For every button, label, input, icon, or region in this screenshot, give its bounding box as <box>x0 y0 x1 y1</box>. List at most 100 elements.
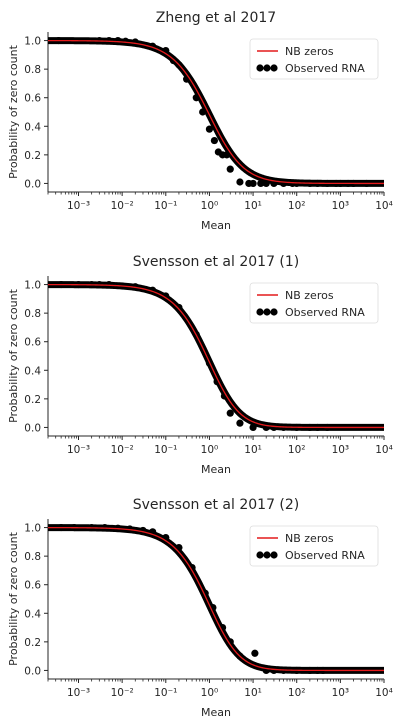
legend-marker-swatch <box>263 551 271 559</box>
observed-rna-point <box>131 38 139 46</box>
chart-panel-2: Svensson et al 2017 (1) Probability of ze… <box>7 254 393 476</box>
observed-rna-point <box>262 179 270 188</box>
x-axis-label: Mean <box>201 219 231 232</box>
observed-rna-point <box>226 165 234 173</box>
legend-label-nb-zeros: NB zeros <box>285 532 334 545</box>
legend: NB zeros Observed RNA <box>249 38 379 80</box>
observed-rna-point <box>270 666 278 675</box>
legend-marker-swatch <box>270 64 278 72</box>
x-tick-label: 10¹ <box>244 200 262 212</box>
x-tick-label: 10⁴ <box>375 444 393 456</box>
observed-rna-point <box>114 36 122 45</box>
y-tick-label: 1.0 <box>24 523 41 535</box>
x-tick-label: 10¹ <box>244 444 262 456</box>
y-tick-label: 0.0 <box>24 665 41 677</box>
observed-rna-point <box>257 179 265 188</box>
chart-panel-3: Svensson et al 2017 (2) Probability of ze… <box>7 497 393 719</box>
observed-rna-point <box>188 563 196 572</box>
y-tick-label: 0.6 <box>24 93 41 105</box>
observed-rna-point <box>249 423 257 432</box>
legend-marker-swatch <box>263 64 271 72</box>
chart-panel-1: Zheng et al 2017 Probability of zero coun… <box>7 10 393 232</box>
observed-rna-point <box>236 419 244 427</box>
x-tick-label: 10³ <box>332 687 350 699</box>
legend-box <box>249 525 379 567</box>
legend: NB zeros Observed RNA <box>249 525 379 567</box>
y-tick-label: 0.8 <box>24 308 41 320</box>
nb-zeros-line <box>48 283 384 429</box>
legend-marker-swatch <box>256 551 264 559</box>
observed-rna-point <box>183 75 191 83</box>
observed-rna-point <box>226 638 234 646</box>
y-tick-label: 0.6 <box>24 337 41 349</box>
y-tick-label: 0.0 <box>24 178 41 190</box>
legend-box <box>249 282 379 324</box>
y-tick-label: 0.2 <box>24 150 41 162</box>
observed-rna-point <box>226 409 234 417</box>
y-axis-label: Probability of zero count <box>7 288 20 423</box>
observed-rna-point <box>251 649 259 657</box>
nb-zeros-line <box>48 39 384 185</box>
observed-rna-point <box>131 283 139 291</box>
observed-rna-point <box>175 303 183 312</box>
observed-rna-point <box>279 179 288 188</box>
observed-rna-point <box>105 280 113 289</box>
observed-rna-point <box>162 292 170 300</box>
y-tick-label: 0.4 <box>24 121 41 133</box>
y-tick-label: 0.8 <box>24 551 41 563</box>
x-tick-label: 10⁰ <box>201 687 219 699</box>
x-tick-label: 10² <box>288 200 306 212</box>
y-tick-label: 0.2 <box>24 394 41 406</box>
x-tick-label: 10⁴ <box>375 200 393 212</box>
chart-title: Zheng et al 2017 <box>156 10 276 26</box>
observed-rna-point <box>169 56 178 65</box>
x-tick-label: 10⁻² <box>111 200 134 212</box>
y-tick-label: 0.0 <box>24 422 41 434</box>
observed-rna-point <box>192 94 200 102</box>
x-tick-label: 10⁻² <box>111 444 134 456</box>
x-tick-label: 10² <box>288 687 306 699</box>
legend-marker-swatch <box>256 308 264 316</box>
y-tick-label: 0.8 <box>24 64 41 76</box>
observed-rna-point <box>199 108 207 116</box>
y-axis-label: Probability of zero count <box>7 44 20 179</box>
x-tick-label: 10¹ <box>244 687 262 699</box>
legend-label-observed-rna: Observed RNA <box>285 549 365 562</box>
y-tick-label: 0.6 <box>24 580 41 592</box>
observed-rna-point <box>105 36 113 45</box>
x-tick-label: 10⁴ <box>375 687 393 699</box>
observed-rna-point <box>223 151 231 159</box>
x-tick-label: 10⁻³ <box>67 200 90 212</box>
observed-rna-point <box>126 525 134 533</box>
x-tick-label: 10⁻¹ <box>154 200 177 212</box>
observed-rna-point <box>122 37 130 45</box>
y-tick-label: 0.4 <box>24 608 41 620</box>
observed-rna-point <box>249 179 257 188</box>
nb-zeros-line <box>48 526 384 672</box>
x-tick-label: 10⁻² <box>111 687 134 699</box>
legend-label-nb-zeros: NB zeros <box>285 289 334 302</box>
legend: NB zeros Observed RNA <box>249 282 379 324</box>
observed-rna-point <box>213 378 221 386</box>
legend-marker-swatch <box>256 64 264 72</box>
observed-rna-point <box>210 136 219 145</box>
observed-rna-point <box>270 423 278 432</box>
y-tick-label: 1.0 <box>24 36 41 48</box>
x-tick-label: 10⁻¹ <box>154 687 177 699</box>
x-tick-label: 10⁻¹ <box>154 444 177 456</box>
observed-rna-point <box>205 125 214 133</box>
x-tick-label: 10⁻³ <box>67 687 90 699</box>
legend-label-observed-rna: Observed RNA <box>285 62 365 75</box>
observed-rna-point <box>236 178 244 186</box>
legend-label-observed-rna: Observed RNA <box>285 306 365 319</box>
x-tick-label: 10³ <box>332 200 350 212</box>
chart-title: Svensson et al 2017 (2) <box>133 497 300 513</box>
y-tick-label: 0.4 <box>24 365 41 377</box>
x-tick-label: 10³ <box>332 444 350 456</box>
chart-panels: Zheng et al 2017 Probability of zero coun… <box>7 10 393 719</box>
legend-box <box>249 38 379 80</box>
x-axis-label: Mean <box>201 706 231 719</box>
y-tick-label: 0.2 <box>24 637 41 649</box>
x-axis-label: Mean <box>201 463 231 476</box>
